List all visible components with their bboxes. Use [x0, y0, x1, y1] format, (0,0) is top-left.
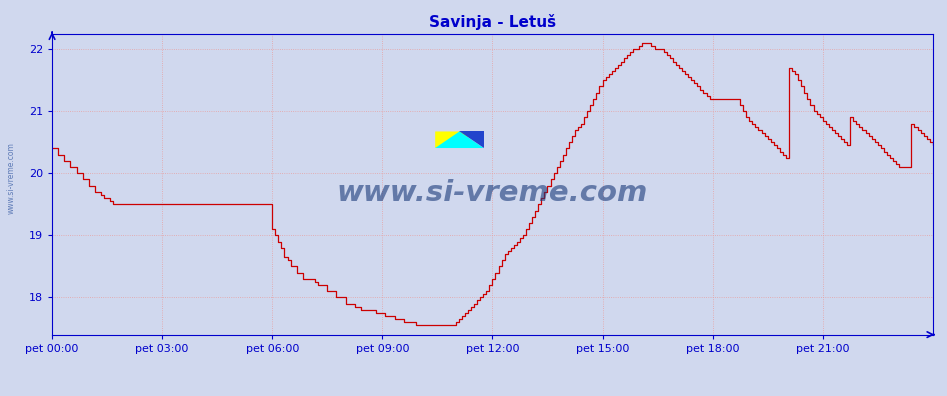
Polygon shape: [436, 131, 484, 148]
Title: Savinja - Letuš: Savinja - Letuš: [429, 14, 556, 30]
Polygon shape: [436, 131, 484, 148]
Text: www.si-vreme.com: www.si-vreme.com: [337, 179, 648, 207]
Polygon shape: [459, 131, 484, 148]
Text: www.si-vreme.com: www.si-vreme.com: [7, 142, 16, 214]
